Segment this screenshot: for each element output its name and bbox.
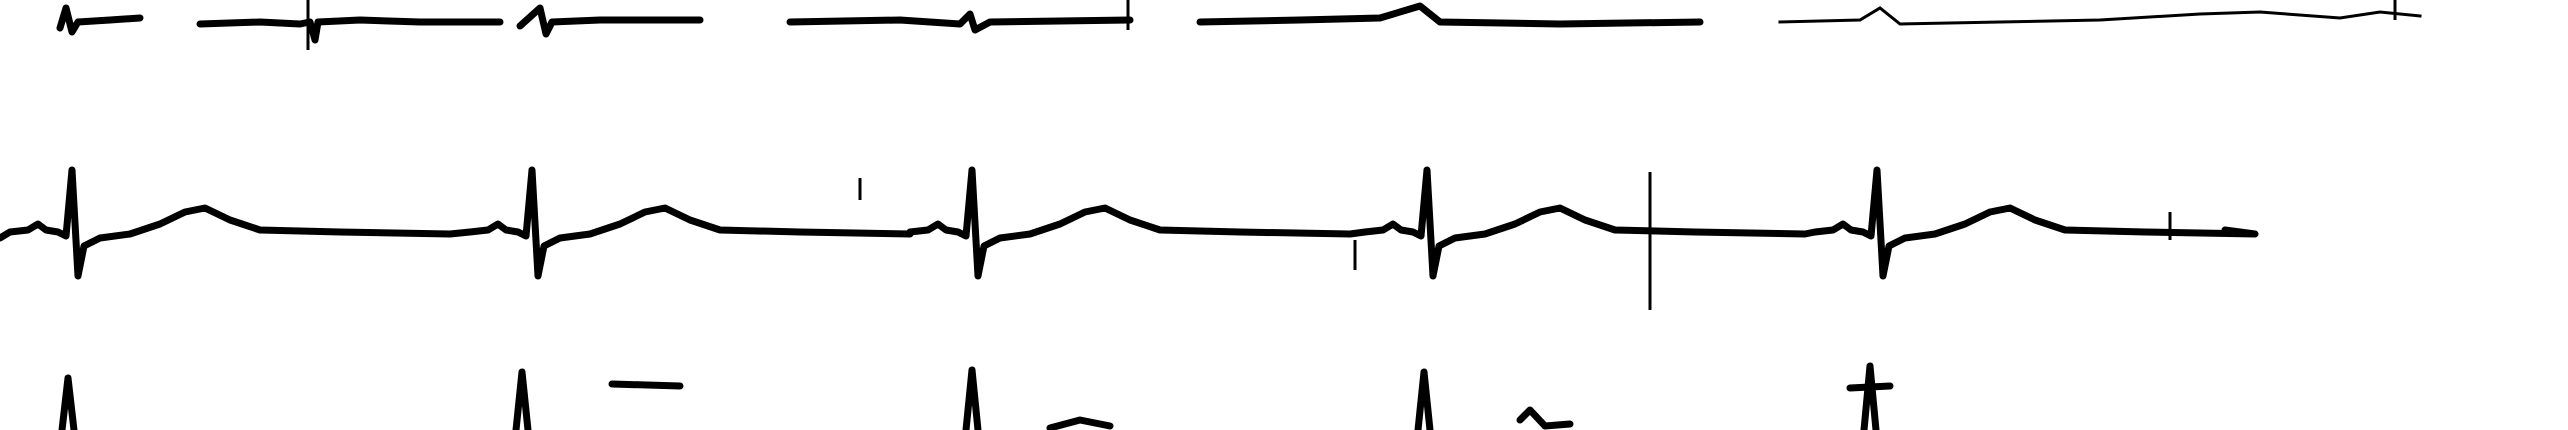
ecg-trace-row-1 [1778, 6, 2422, 26]
ecg-row-3 [58, 362, 1894, 430]
ecg-r-peak [58, 374, 78, 430]
ecg-row-2 [0, 166, 2259, 310]
ecg-trace-row-3 [1846, 382, 1894, 392]
ecg-r-peak [962, 366, 982, 430]
ecg-trace-row-2 [0, 166, 2259, 280]
ecg-trace-row-1 [516, 4, 704, 38]
ecg-trace-row-1 [1196, 2, 1704, 28]
ecg-row-1 [56, 0, 2422, 50]
ecg-trace-row-3 [1046, 416, 1114, 430]
ecg-r-peak [1860, 362, 1880, 430]
ecg-trace-row-3 [608, 380, 684, 390]
ecg-trace-row-1 [56, 4, 144, 36]
ecg-trace-row-1 [196, 16, 504, 44]
ecg-trace-row-1 [786, 10, 1134, 34]
ecg-r-peak [1414, 368, 1434, 430]
ecg-trace-row-3 [1516, 406, 1574, 430]
ecg-r-peak [512, 368, 532, 430]
